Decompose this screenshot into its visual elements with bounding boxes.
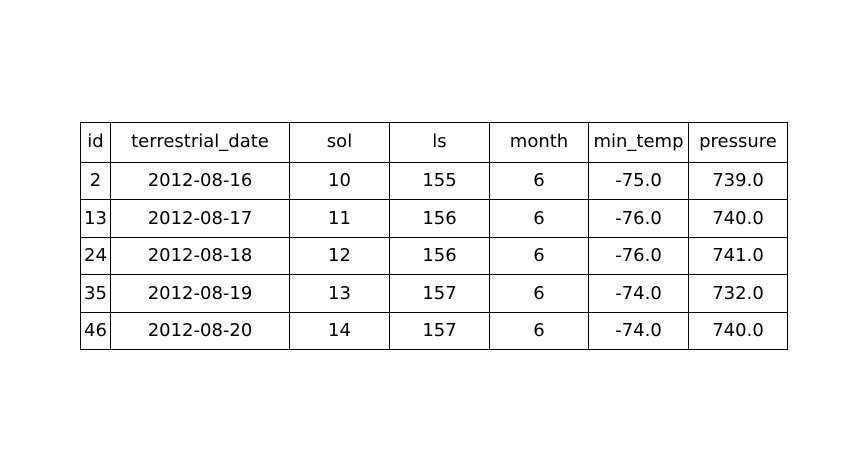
table-row: 13 2012-08-17 11 156 6 -76.0 740.0 <box>81 200 788 238</box>
table-cell-month: 6 <box>490 312 589 350</box>
table-cell-terrestrial-date: 2012-08-20 <box>111 312 290 350</box>
table-cell-terrestrial-date: 2012-08-19 <box>111 275 290 313</box>
table-body: 2 2012-08-16 10 155 6 -75.0 739.0 13 2012-08-17 1… <box>81 162 788 350</box>
column-header-month: month <box>490 123 589 163</box>
table-cell-terrestrial-date: 2012-08-17 <box>111 200 290 238</box>
table-cell-min-temp: -76.0 <box>589 237 689 275</box>
table-cell-month: 6 <box>490 237 589 275</box>
header-row: id terrestrial_date sol ls month min_temp pres… <box>81 123 788 163</box>
table-cell-pressure: 739.0 <box>689 162 788 200</box>
column-header-id: id <box>81 123 111 163</box>
table-cell-ls: 157 <box>390 275 490 313</box>
table-cell-ls: 156 <box>390 200 490 238</box>
table-cell-terrestrial-date: 2012-08-16 <box>111 162 290 200</box>
table-cell-sol: 10 <box>290 162 390 200</box>
column-header-min-temp: min_temp <box>589 123 689 163</box>
table-cell-sol: 11 <box>290 200 390 238</box>
table-cell-id: 13 <box>81 200 111 238</box>
table-cell-id: 46 <box>81 312 111 350</box>
table-cell-min-temp: -76.0 <box>589 200 689 238</box>
table-cell-min-temp: -75.0 <box>589 162 689 200</box>
table-cell-min-temp: -74.0 <box>589 312 689 350</box>
table-cell-sol: 13 <box>290 275 390 313</box>
table-cell-pressure: 732.0 <box>689 275 788 313</box>
table-cell-id: 24 <box>81 237 111 275</box>
table-cell-pressure: 741.0 <box>689 237 788 275</box>
table-cell-month: 6 <box>490 275 589 313</box>
table-cell-ls: 157 <box>390 312 490 350</box>
table-cell-id: 35 <box>81 275 111 313</box>
table-cell-pressure: 740.0 <box>689 200 788 238</box>
table-cell-terrestrial-date: 2012-08-18 <box>111 237 290 275</box>
column-header-terrestrial-date: terrestrial_date <box>111 123 290 163</box>
table-row: 24 2012-08-18 12 156 6 -76.0 741.0 <box>81 237 788 275</box>
table-cell-ls: 155 <box>390 162 490 200</box>
column-header-ls: ls <box>390 123 490 163</box>
table-figure: id terrestrial_date sol ls month min_temp pres… <box>80 122 788 350</box>
table-row: 46 2012-08-20 14 157 6 -74.0 740.0 <box>81 312 788 350</box>
column-header-pressure: pressure <box>689 123 788 163</box>
table-cell-sol: 14 <box>290 312 390 350</box>
table-cell-sol: 12 <box>290 237 390 275</box>
table-header: id terrestrial_date sol ls month min_temp pres… <box>81 123 788 163</box>
table-cell-ls: 156 <box>390 237 490 275</box>
table-row: 35 2012-08-19 13 157 6 -74.0 732.0 <box>81 275 788 313</box>
table-cell-month: 6 <box>490 200 589 238</box>
table-cell-min-temp: -74.0 <box>589 275 689 313</box>
data-table: id terrestrial_date sol ls month min_temp pres… <box>80 122 788 350</box>
column-header-sol: sol <box>290 123 390 163</box>
table-row: 2 2012-08-16 10 155 6 -75.0 739.0 <box>81 162 788 200</box>
table-cell-pressure: 740.0 <box>689 312 788 350</box>
table-cell-month: 6 <box>490 162 589 200</box>
table-cell-id: 2 <box>81 162 111 200</box>
